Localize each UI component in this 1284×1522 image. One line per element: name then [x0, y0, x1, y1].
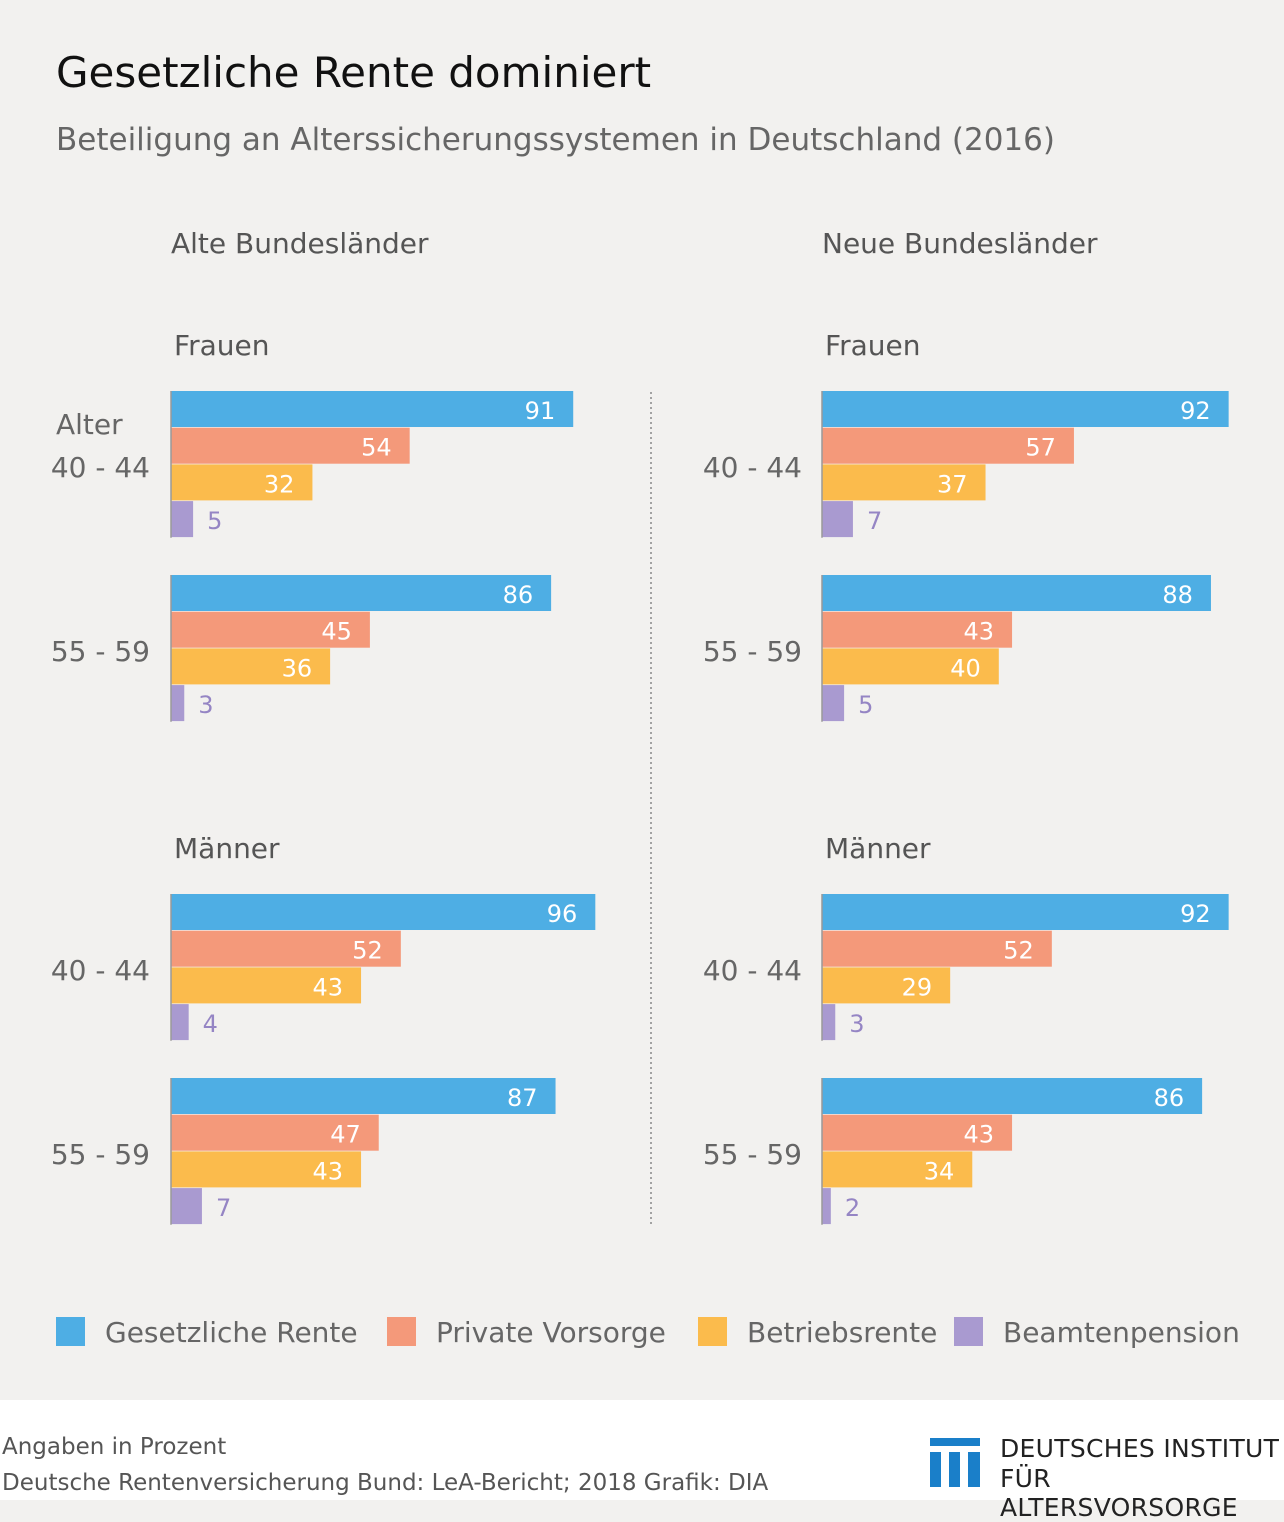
bar	[822, 611, 1013, 648]
data-label: 32	[264, 470, 295, 498]
bar	[822, 967, 951, 1004]
data-label: 43	[313, 1157, 344, 1185]
data-label: 5	[207, 507, 222, 535]
bar	[822, 575, 1211, 611]
bar	[171, 464, 313, 501]
legend-swatch	[387, 1317, 416, 1346]
data-label: 40	[950, 654, 981, 682]
legend-swatch	[56, 1317, 85, 1346]
data-label: 4	[203, 1010, 218, 1038]
bar	[822, 894, 1229, 930]
data-label: 3	[849, 1010, 864, 1038]
data-label: 5	[858, 691, 873, 719]
data-label: 92	[1180, 397, 1211, 425]
age-label: 40 - 44	[703, 451, 802, 484]
data-label: 36	[282, 654, 313, 682]
bar	[822, 1114, 1013, 1151]
data-label: 92	[1180, 900, 1211, 928]
logo-line1: DEUTSCHES INSTITUT	[1000, 1434, 1280, 1463]
bar	[822, 1078, 1203, 1114]
age-label: 55 - 59	[51, 635, 150, 668]
bar	[171, 685, 185, 722]
age-label: 55 - 59	[51, 1138, 150, 1171]
bar	[171, 501, 194, 538]
data-label: 86	[1154, 1084, 1185, 1112]
panel-title: Alte Bundesländer	[171, 227, 429, 260]
bar	[822, 501, 853, 538]
gender-label: Frauen	[825, 329, 920, 362]
data-label: 3	[198, 691, 213, 719]
data-label: 52	[1003, 937, 1034, 965]
bar	[171, 611, 370, 648]
bar	[822, 464, 986, 501]
legend-label: Gesetzliche Rente	[105, 1316, 358, 1349]
age-label: 40 - 44	[703, 954, 802, 987]
bar	[822, 1151, 973, 1188]
bar	[822, 1188, 831, 1225]
data-label: 2	[845, 1194, 860, 1222]
legend-label: Private Vorsorge	[436, 1316, 666, 1349]
legend-swatch	[954, 1317, 983, 1346]
chart-subtitle: Beteiligung an Alterssicherungssystemen …	[56, 122, 1055, 158]
bar	[171, 1188, 202, 1225]
bar	[171, 648, 331, 685]
bar	[822, 685, 845, 722]
bar	[171, 1078, 556, 1114]
age-label: 55 - 59	[703, 1138, 802, 1171]
legend-label: Betriebsrente	[747, 1316, 937, 1349]
data-label: 43	[313, 973, 344, 1001]
gender-label: Frauen	[174, 329, 269, 362]
age-label: 40 - 44	[51, 451, 150, 484]
bar	[822, 427, 1074, 464]
data-label: 37	[937, 470, 968, 498]
bar	[171, 575, 552, 611]
footer: Angaben in Prozent Deutsche Rentenversic…	[0, 1400, 1284, 1522]
legend-swatch	[698, 1317, 727, 1346]
data-label: 7	[216, 1194, 231, 1222]
age-axis-label: Alter	[56, 408, 123, 441]
panel-title: Neue Bundesländer	[822, 227, 1098, 260]
data-label: 34	[924, 1157, 955, 1185]
bar	[171, 391, 574, 427]
data-label: 87	[507, 1084, 538, 1112]
data-label: 43	[964, 618, 995, 646]
dia-logo-icon	[930, 1438, 980, 1487]
data-label: 52	[352, 937, 383, 965]
data-label: 45	[321, 618, 352, 646]
bar	[822, 391, 1229, 427]
bar	[822, 1004, 836, 1041]
data-label: 43	[964, 1121, 995, 1149]
data-label: 96	[547, 900, 578, 928]
logo-line2: FÜR ALTERSVORSORGE	[1000, 1464, 1238, 1522]
bar	[171, 967, 362, 1004]
bar	[171, 1004, 189, 1041]
bar	[171, 1114, 379, 1151]
data-label: 47	[330, 1121, 361, 1149]
bar	[822, 648, 999, 685]
age-label: 40 - 44	[51, 954, 150, 987]
bar	[822, 930, 1052, 967]
data-label: 29	[902, 973, 933, 1001]
unit-note: Angaben in Prozent	[2, 1434, 227, 1460]
bar	[171, 1151, 362, 1188]
data-label: 86	[503, 581, 534, 609]
data-label: 54	[361, 434, 392, 462]
chart-title: Gesetzliche Rente dominiert	[56, 48, 652, 97]
data-label: 88	[1162, 581, 1193, 609]
bar	[171, 930, 401, 967]
bar	[171, 894, 596, 930]
gender-label: Männer	[825, 832, 931, 865]
bar	[171, 427, 410, 464]
gender-label: Männer	[174, 832, 280, 865]
data-label: 7	[867, 507, 882, 535]
source-note: Deutsche Rentenversicherung Bund: LeA-Be…	[2, 1470, 769, 1496]
data-label: 57	[1025, 434, 1056, 462]
data-label: 91	[525, 397, 556, 425]
legend-label: Beamtenpension	[1003, 1316, 1240, 1349]
age-label: 55 - 59	[703, 635, 802, 668]
